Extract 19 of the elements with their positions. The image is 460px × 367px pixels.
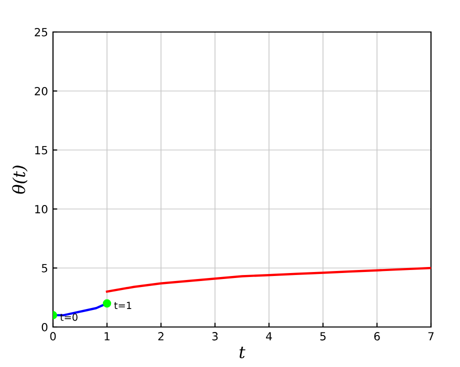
y-tick-label: 15 <box>35 146 48 154</box>
x-tick-label: 1 <box>104 332 110 340</box>
x-tick-label: 4 <box>266 332 272 340</box>
x-tick-label: 2 <box>158 332 164 340</box>
y-tick-label: 0 <box>42 322 48 332</box>
x-tick-label: 0 <box>50 332 56 340</box>
x-axis-title: t <box>240 346 246 358</box>
y-tick-label: 20 <box>34 86 48 96</box>
annotation: t=1 <box>114 302 132 309</box>
y-tick-label: 5 <box>42 264 48 272</box>
y-tick-label: 25 <box>34 28 48 36</box>
y-axis-title: θ(t) <box>12 166 28 194</box>
x-tick-label: 7 <box>428 332 434 340</box>
y-tick-label: 10 <box>35 204 48 214</box>
line-series <box>106 266 431 293</box>
x-tick-label: 5 <box>320 332 326 340</box>
annotation: t=0 <box>60 314 78 321</box>
x-tick-label: 3 <box>212 332 218 340</box>
x-tick-label: 6 <box>374 332 380 340</box>
